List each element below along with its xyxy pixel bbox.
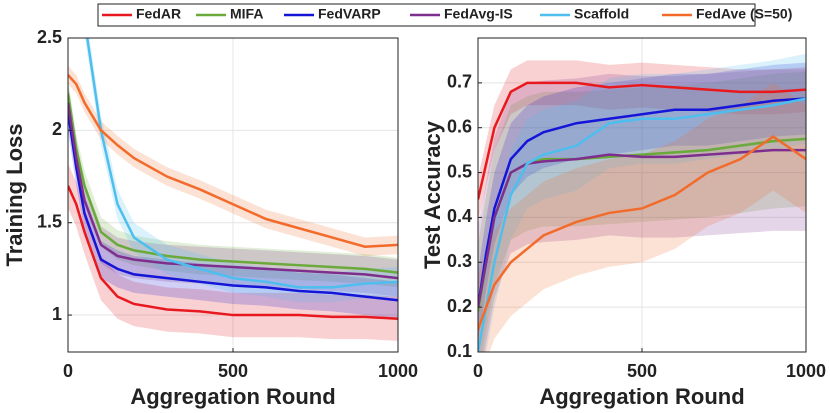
x-tick-label: 1000 [786,361,826,381]
error-band [478,60,806,222]
plot-area [478,53,806,352]
series-line [68,185,398,321]
series-line [478,81,806,200]
series-line [85,38,398,289]
legend-label: Scaffold [574,6,629,22]
x-axis-label: Aggregation Round [539,384,744,409]
y-tick-label: 1 [52,304,62,324]
error-band [68,65,398,256]
x-tick-label: 0 [473,361,483,381]
x-tick-label: 1000 [378,361,418,381]
series-line [68,74,398,248]
legend-label: FedAvg-IS [444,6,513,22]
y-tick-label: 2.5 [37,27,62,47]
error-band [478,82,806,352]
series-line [478,97,806,308]
y-tick-label: 0.7 [447,72,472,92]
y-tick-label: 2 [52,119,62,139]
series-line [478,148,806,308]
y-tick-label: 1.5 [37,211,62,231]
x-tick-label: 500 [218,361,248,381]
y-axis-label: Training Loss [2,123,27,266]
x-axis-label: Aggregation Round [130,384,335,409]
y-tick-label: 0.2 [447,296,472,316]
legend-label: FedAR [136,6,181,22]
x-tick-label: 500 [627,361,657,381]
error-band [478,71,806,352]
legend-label: MIFA [230,6,263,22]
legend-label: FedVARP [318,6,381,22]
y-axis-label: Test Accuracy [420,120,445,269]
error-band [478,62,806,344]
error-band [68,163,398,341]
legend-label: FedAve (S=50) [696,6,792,22]
plot-area [68,38,398,341]
error-band [478,69,806,352]
y-tick-label: 0.4 [447,206,472,226]
series-line [478,97,806,352]
y-tick-label: 0.3 [447,251,472,271]
y-tick-label: 0.1 [447,341,472,361]
series-line [478,135,806,331]
error-band [68,78,398,288]
y-tick-label: 0.5 [447,161,472,181]
error-band [68,84,398,297]
series-line [68,111,398,302]
series-line [68,93,398,274]
y-tick-label: 0.6 [447,116,472,136]
x-tick-label: 0 [63,361,73,381]
